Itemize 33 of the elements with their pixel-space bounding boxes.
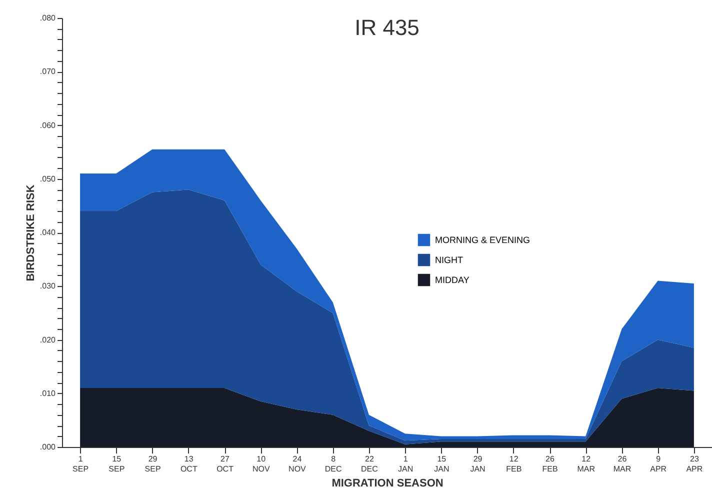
y-tick-label: .060	[40, 120, 56, 130]
x-tick-label: 1 JAN	[398, 454, 414, 474]
x-tick-label: 8 DEC	[324, 454, 342, 474]
x-tick-label: 29 JAN	[470, 454, 486, 474]
x-axis-title: MIGRATION SEASON	[332, 478, 444, 490]
legend-label: MIDDAY	[435, 275, 470, 285]
y-axis-title: BIRDSTRIKE RISK	[24, 184, 37, 282]
y-tick-label: .020	[40, 335, 56, 344]
y-tick-label: .080	[40, 14, 56, 22]
y-tick-label: .000	[40, 442, 56, 452]
x-tick-label: 15 JAN	[434, 454, 450, 474]
x-tick-label: 29 SEP	[144, 454, 161, 474]
x-tick-label: 1 SEP	[72, 454, 89, 474]
x-tick-label: 12 FEB	[506, 454, 522, 474]
chart-title: IR 435	[354, 15, 420, 40]
x-tick-label: 9 APR	[650, 454, 667, 474]
x-tick-label: 15 SEP	[108, 454, 125, 474]
legend-label: NIGHT	[435, 255, 464, 265]
legend-label: MORNING & EVENING	[435, 235, 530, 245]
x-tick-label: 26 MAR	[613, 454, 632, 474]
y-tick-label: .070	[40, 67, 56, 76]
x-tick-label: 13 OCT	[180, 454, 198, 474]
y-tick-label: .040	[40, 228, 56, 237]
y-tick-label: .050	[40, 174, 56, 184]
x-tick-label: 10 NOV	[252, 454, 270, 474]
x-tick-label: 22 DEC	[361, 454, 378, 474]
y-tick-label: .030	[40, 282, 56, 291]
y-tick-label: .010	[40, 388, 56, 398]
x-tick-label: 27 OCT	[216, 454, 234, 474]
x-tick-label: 26 FEB	[542, 454, 558, 474]
x-tick-label: 24 NOV	[288, 454, 307, 474]
x-tick-label: 12 MAR	[577, 454, 596, 474]
x-tick-label: 23 APR	[686, 454, 703, 474]
